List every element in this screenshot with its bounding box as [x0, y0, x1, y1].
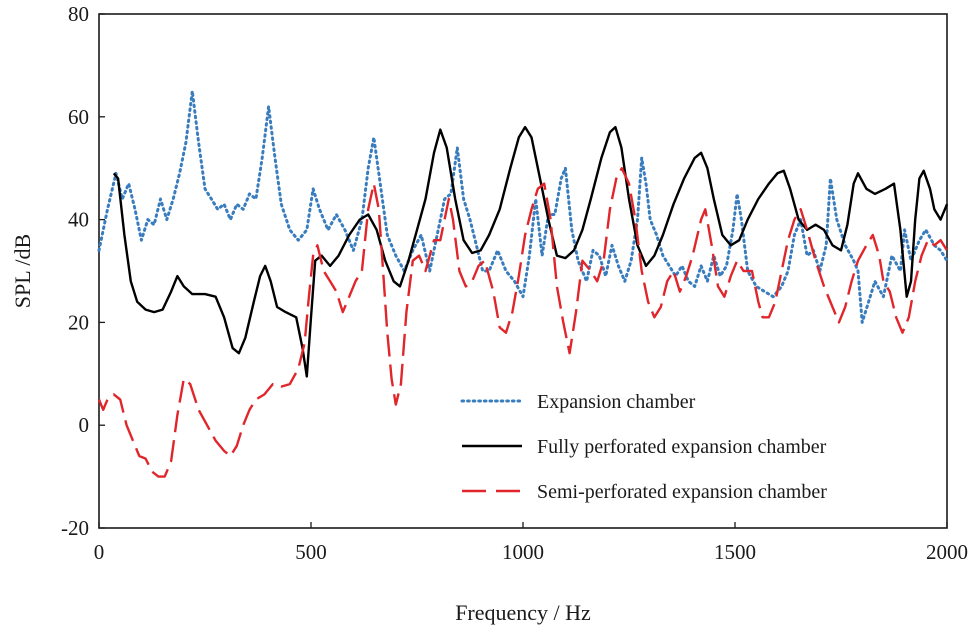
x-tick-label: 2000 — [926, 540, 968, 564]
y-tick-label: 40 — [68, 208, 89, 232]
legend: Expansion chamber Fully perforated expans… — [460, 391, 827, 503]
legend-label: Fully perforated expansion chamber — [537, 436, 827, 458]
x-tick-label: 1000 — [502, 540, 544, 564]
y-tick-label: 0 — [79, 413, 90, 437]
series-layer — [97, 89, 949, 478]
x-axis-title: Frequency / Hz — [455, 600, 591, 625]
series-line-expansion-chamber — [97, 89, 949, 324]
x-tick-label: 0 — [94, 540, 105, 564]
legend-label: Semi-perforated expansion chamber — [537, 481, 827, 503]
x-tick-label: 500 — [295, 540, 327, 564]
y-axis-title: SPL /dB — [10, 234, 35, 308]
y-tick-label: 80 — [68, 2, 89, 26]
y-tick-label: -20 — [61, 516, 89, 540]
legend-label: Expansion chamber — [537, 391, 696, 413]
x-tick-label: 1500 — [714, 540, 756, 564]
y-tick-label: 20 — [68, 310, 89, 334]
y-tick-label: 60 — [68, 105, 89, 129]
series-line-semi-perforated-expansion-chamber — [97, 167, 949, 478]
plot-frame — [98, 13, 948, 529]
axis-ticks — [98, 13, 948, 529]
series-line-fully-perforated-expansion-chamber — [112, 125, 949, 378]
